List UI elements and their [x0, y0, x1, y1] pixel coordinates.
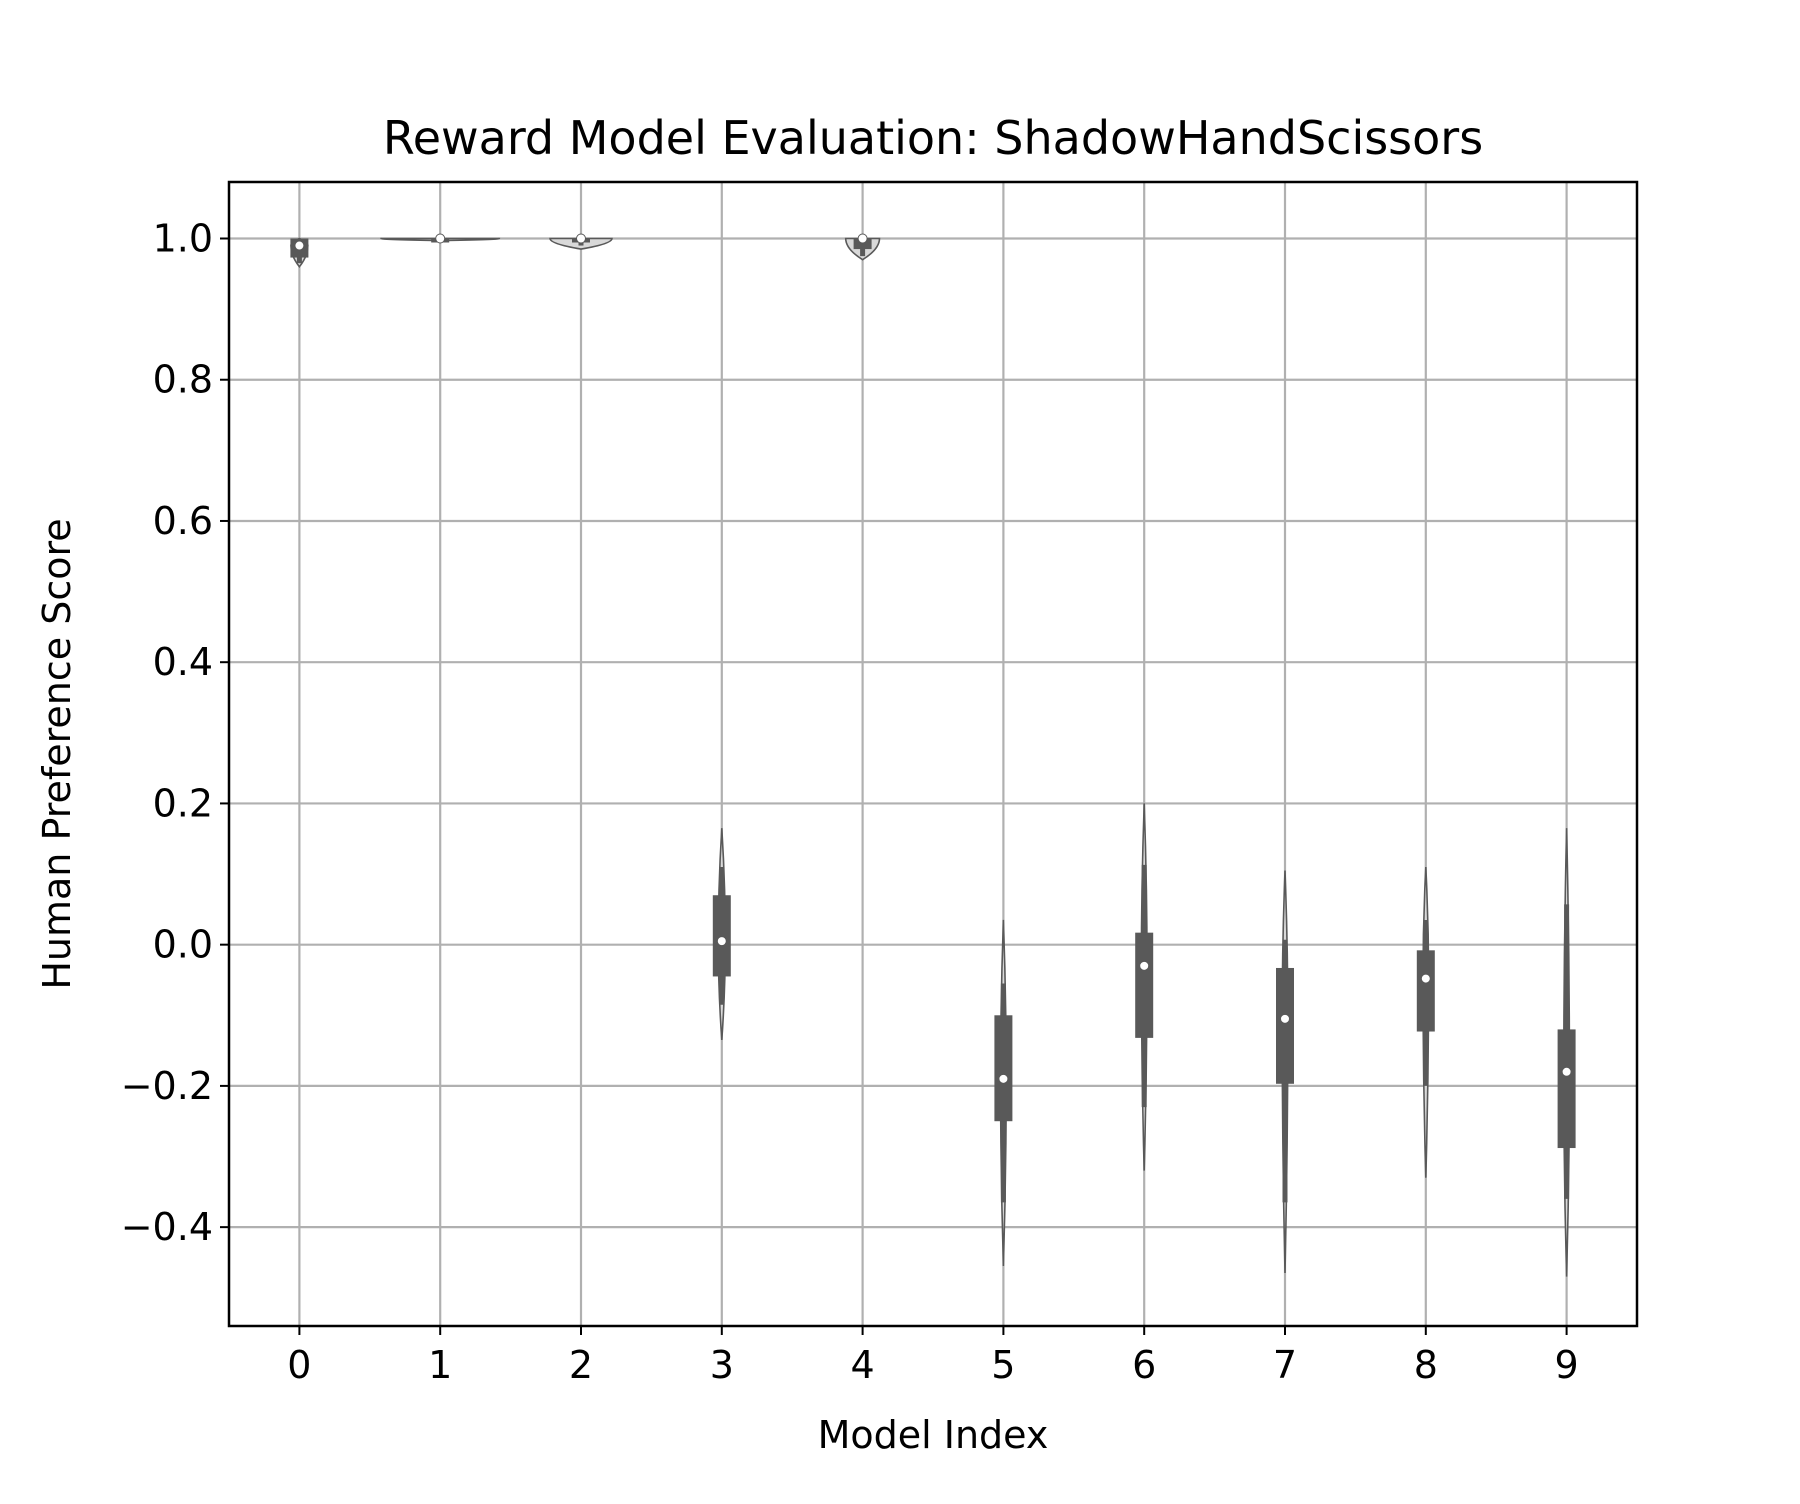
- violin-5: [994, 919, 1013, 1267]
- y-tick-label: −0.2: [121, 1064, 213, 1108]
- y-axis-ticks: −0.4 −0.2 0.0 0.2 0.4 0.6 0.8 1.0: [121, 216, 229, 1249]
- violin-8: [1416, 866, 1435, 1178]
- plot-area-frame: [227, 180, 1639, 1328]
- violins: [290, 233, 1576, 1277]
- y-tick-label: 0.8: [153, 358, 213, 402]
- violin-iqr-box: [994, 1015, 1013, 1122]
- violin-median: [998, 1073, 1009, 1084]
- violin-1: [380, 233, 501, 244]
- y-axis-label: Human Preference Score: [35, 518, 79, 989]
- x-tick-label: 0: [287, 1343, 311, 1387]
- x-tick-label: 3: [710, 1343, 734, 1387]
- violin-iqr-box: [1416, 950, 1435, 1032]
- x-tick-label: 8: [1414, 1343, 1438, 1387]
- violin-median: [1139, 960, 1150, 971]
- y-tick-label: 1.0: [153, 216, 213, 260]
- violin-iqr-box: [1557, 1029, 1576, 1149]
- x-axis-ticks: 0 1 2 3 4 5 6 7 8 9: [287, 1326, 1579, 1387]
- x-tick-label: 6: [1132, 1343, 1156, 1387]
- violin-median: [716, 936, 727, 947]
- y-tick-label: 0.6: [153, 499, 213, 543]
- violin-median: [576, 233, 586, 244]
- violin-2: [549, 233, 613, 250]
- x-tick-label: 5: [991, 1343, 1015, 1387]
- violin-median: [1561, 1066, 1572, 1077]
- violin-iqr-box: [712, 895, 731, 977]
- violin-median: [435, 233, 446, 244]
- x-axis-label: Model Index: [818, 1413, 1049, 1457]
- violin-median: [857, 233, 868, 244]
- violin-7: [1276, 870, 1294, 1274]
- violin-median: [294, 240, 305, 251]
- violin-iqr-box: [1276, 967, 1294, 1084]
- x-tick-label: 9: [1555, 1343, 1579, 1387]
- y-tick-label: 0.0: [153, 923, 213, 967]
- violin-iqr-box: [853, 238, 872, 250]
- x-tick-label: 2: [569, 1343, 593, 1387]
- violin-3: [712, 828, 731, 1041]
- violin-6: [1135, 803, 1154, 1171]
- x-tick-label: 7: [1273, 1343, 1297, 1387]
- violin-median: [1420, 973, 1431, 984]
- y-tick-label: 0.2: [153, 781, 213, 825]
- violin-iqr-box: [1135, 932, 1154, 1038]
- violin-4: [844, 233, 881, 261]
- violin-median: [1280, 1013, 1290, 1024]
- x-tick-label: 4: [851, 1343, 875, 1387]
- x-tick-label: 1: [428, 1343, 452, 1387]
- violin-9: [1557, 828, 1576, 1277]
- violin-0: [290, 237, 309, 269]
- chart-title: Reward Model Evaluation: ShadowHandSciss…: [383, 111, 1483, 165]
- y-tick-label: −0.4: [121, 1205, 213, 1249]
- y-tick-label: 0.4: [153, 640, 213, 684]
